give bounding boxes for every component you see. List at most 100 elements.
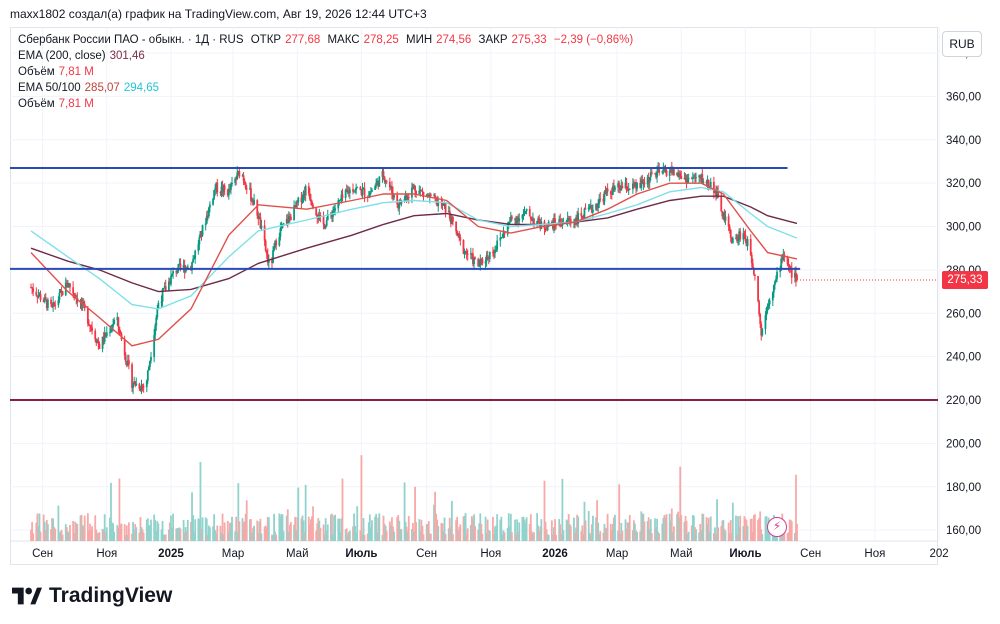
candle-body	[223, 185, 226, 190]
candle-body	[222, 185, 225, 193]
candle-body	[220, 186, 223, 193]
candle-body	[550, 221, 553, 223]
volume-bar	[545, 529, 548, 541]
volume-bar	[287, 531, 290, 541]
candle-body	[752, 268, 755, 275]
candle-body	[515, 218, 517, 223]
volume-bar	[344, 529, 347, 541]
y-tick-label: 340,00	[946, 135, 981, 147]
volume-bar	[582, 534, 585, 541]
candle-body	[690, 178, 693, 180]
candle-body	[716, 191, 718, 197]
volume-bar	[462, 516, 465, 541]
candle-body	[414, 185, 416, 192]
x-tick-label: Июль	[729, 548, 761, 560]
volume-bar	[356, 506, 359, 541]
volume-bar	[258, 521, 261, 541]
candle-body	[462, 239, 465, 254]
candle-body	[655, 173, 657, 177]
volume-bar	[112, 523, 115, 541]
candle-body	[234, 178, 237, 183]
volume-bar	[560, 533, 563, 541]
candle-body	[150, 357, 152, 361]
candle-body	[145, 380, 148, 388]
candle-body	[662, 166, 665, 172]
y-tick-label: 180,00	[946, 482, 981, 494]
candle-body	[567, 217, 570, 221]
candle-body	[705, 181, 708, 184]
candle-body	[544, 228, 547, 230]
candle-body	[581, 216, 584, 219]
volume-bar	[708, 531, 711, 541]
candle-body	[91, 327, 93, 331]
volume-bar	[641, 513, 644, 541]
volume-bar	[339, 532, 342, 541]
candle-body	[782, 254, 785, 260]
candle-body	[502, 230, 505, 237]
candle-body	[669, 167, 672, 171]
candle-body	[322, 216, 325, 225]
candle-body	[347, 191, 350, 194]
candle-body	[257, 215, 260, 220]
volume-bar	[677, 511, 680, 541]
volume-bar	[568, 524, 571, 541]
candle-body	[345, 189, 348, 192]
volume-bar	[30, 529, 32, 541]
legend-volume2-row[interactable]: Объём 7,81 M	[18, 96, 98, 112]
volume-bar	[625, 528, 628, 541]
volume-bar	[371, 520, 373, 541]
candle-body	[126, 360, 129, 366]
candle-body	[721, 210, 724, 217]
volume-bar	[717, 527, 719, 541]
volume-bar	[83, 515, 86, 541]
volume-bar	[66, 531, 69, 541]
candle-body	[421, 190, 424, 192]
legend-symbol-row: Сбербанк России ПАО - обыкн. · 1Д · RUS …	[18, 32, 637, 48]
candle-body	[481, 259, 484, 264]
legend-volume1-row[interactable]: Объём 7,81 M	[18, 64, 98, 80]
volume-bar	[354, 525, 357, 541]
candle-body	[69, 283, 71, 288]
candle-body	[717, 191, 719, 196]
volume-bar	[176, 528, 179, 541]
legend-ema50100-row[interactable]: EMA 50/100 285,07 294,65	[18, 80, 163, 96]
legend-ema200-row[interactable]: EMA (200, close) 301,46	[18, 48, 149, 64]
volume-bar	[75, 523, 78, 541]
x-tick-label: Сен	[416, 548, 437, 560]
volume-bar	[633, 520, 635, 541]
candle-body	[214, 188, 217, 191]
volume-bar	[533, 532, 535, 541]
candle-body	[658, 168, 661, 173]
lightning-icon[interactable]: ⚡	[767, 517, 787, 537]
volume-bar	[464, 513, 467, 541]
candle-body	[393, 194, 395, 198]
volume-bar	[281, 514, 284, 541]
candle-body	[509, 216, 512, 222]
candle-body	[772, 284, 775, 293]
volume-bar	[396, 517, 399, 541]
volume-bar	[690, 525, 693, 541]
candle-body	[230, 184, 232, 190]
volume-bar	[250, 519, 252, 541]
volume-bar	[162, 534, 165, 541]
candle-body	[383, 176, 386, 182]
volume-bar	[591, 515, 594, 541]
volume-bar	[452, 534, 454, 541]
volume-bar	[694, 527, 696, 541]
candle-body	[58, 292, 61, 301]
candle-body	[603, 191, 606, 202]
volume-bar	[486, 519, 489, 541]
legend-symbol[interactable]: Сбербанк России ПАО - обыкн. · 1Д · RUS	[18, 34, 244, 46]
tradingview-footer[interactable]: TradingView	[12, 584, 172, 608]
volume-bar	[348, 530, 351, 541]
volume-bar	[118, 478, 121, 541]
volume-bar	[307, 516, 310, 541]
candle-body	[82, 301, 85, 304]
candle-body	[285, 218, 288, 224]
volume-bar	[506, 527, 509, 541]
candle-body	[543, 221, 546, 229]
volume-bar	[58, 532, 61, 541]
legend-ema50-value: 285,07	[84, 82, 120, 94]
currency-button[interactable]: RUB	[942, 31, 982, 57]
